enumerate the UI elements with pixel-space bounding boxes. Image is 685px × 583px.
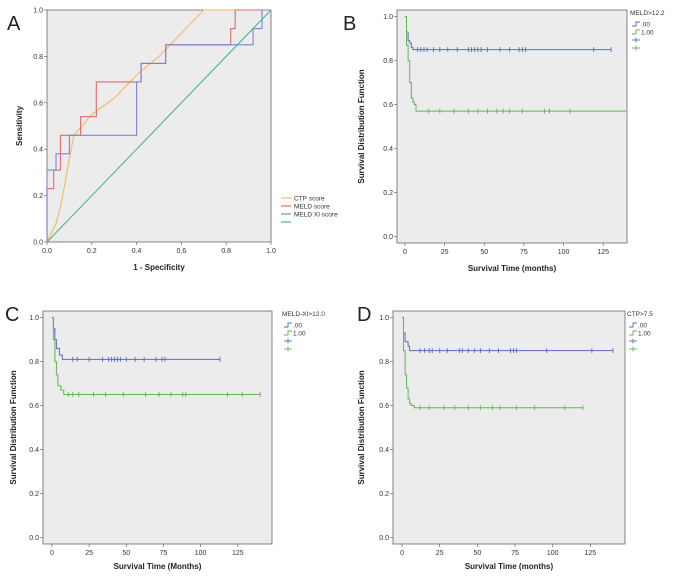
- panel-letter: A: [7, 13, 21, 35]
- x-tick-label: 75: [511, 550, 519, 557]
- legend-label: .00: [641, 21, 650, 28]
- y-tick-label: 0.4: [29, 447, 39, 454]
- y-tick-label: 1.0: [383, 14, 393, 21]
- y-tick-label: 0.4: [383, 146, 393, 153]
- x-tick-label: 100: [547, 550, 559, 557]
- y-tick-label: 0.2: [33, 193, 43, 200]
- x-tick-label: 25: [85, 550, 93, 557]
- y-tick-label: 1.0: [379, 315, 389, 322]
- y-tick-label: 0.2: [379, 491, 389, 498]
- plot-area: [396, 9, 628, 244]
- series-line-reference: [46, 9, 272, 243]
- legend-title: MELD>12.2: [630, 10, 665, 17]
- legend-label: 1.00: [638, 330, 651, 337]
- panel-a: A 0.0 0.2 0.4 0.6 0.8 1.0 0.0 0.2 0.4 0.6 0.8 1.0 1 -…: [7, 8, 338, 273]
- y-axis-label: Survival Distribution Function: [357, 370, 366, 484]
- panel-d: D 0 25 50 75 100 125 0.0 0.2 0.4 0.6 0.8 1.0 Survival…: [357, 304, 653, 571]
- legend-title: CTP>7.5: [627, 311, 653, 318]
- y-tick-label: 0.4: [33, 147, 43, 154]
- y-tick-label: 1.0: [33, 8, 43, 15]
- legend-label: MELD score: [294, 203, 330, 210]
- x-tick-label: 125: [585, 550, 597, 557]
- legend-title: MELD-XI>12.0: [282, 311, 325, 318]
- y-tick-label: 0.0: [29, 535, 39, 542]
- y-tick-label: 0.6: [33, 100, 43, 107]
- legend-label: MELD XI score: [294, 211, 338, 218]
- x-axis-label: Survival Time (months): [465, 562, 554, 571]
- survival-curve-group1: [404, 16, 627, 112]
- panel-c: C 0 25 50 75 100 125 0.0 0.2 0.4 0.6 0.8 1.0 Survival…: [5, 304, 325, 571]
- x-tick-label: 50: [122, 550, 130, 557]
- y-tick-label: 0.2: [383, 190, 393, 197]
- y-tick-label: 0.8: [383, 58, 393, 65]
- legend-swatch-group0: [632, 21, 640, 27]
- legend-swatch-group1: [284, 330, 292, 336]
- x-tick-label: 25: [441, 249, 449, 256]
- x-tick-label: 125: [232, 550, 244, 557]
- x-tick-label: 1.0: [266, 248, 276, 255]
- x-tick-label: 100: [195, 550, 207, 557]
- legend-label: 1.00: [293, 330, 306, 337]
- y-tick-label: 0.8: [379, 359, 389, 366]
- y-axis-label: Sensitivity: [15, 105, 24, 146]
- panel-letter: C: [5, 304, 19, 326]
- y-tick-label: 0.6: [379, 403, 389, 410]
- survival-curve-group1: [402, 317, 583, 409]
- legend: .001.00: [629, 322, 651, 352]
- y-tick-label: 0.6: [383, 102, 393, 109]
- legend: .001.00: [632, 21, 654, 51]
- x-tick-label: 50: [473, 550, 481, 557]
- y-tick-label: 0.0: [383, 234, 393, 241]
- x-tick-label: 75: [520, 249, 528, 256]
- legend-label: 1.00: [641, 29, 654, 36]
- x-axis-label: 1 - Specificity: [133, 263, 185, 272]
- series-line-ctp: [46, 9, 271, 243]
- y-tick-label: 0.0: [33, 240, 43, 247]
- panel-letter: D: [357, 304, 371, 326]
- x-tick-label: 0.0: [42, 248, 52, 255]
- y-axis-label: Survival Distribution Function: [357, 69, 366, 183]
- x-tick-label: 25: [436, 550, 444, 557]
- x-axis-label: Survival Time (Months): [114, 562, 202, 571]
- x-tick-label: 0: [400, 550, 404, 557]
- y-tick-label: 0.2: [29, 491, 39, 498]
- series-line-meld: [46, 9, 271, 242]
- legend-label: .00: [293, 322, 302, 329]
- survival-curve-group1: [51, 317, 261, 395]
- legend-swatch-group1: [629, 330, 637, 336]
- y-tick-label: 0.8: [29, 359, 39, 366]
- x-tick-label: 0: [50, 550, 54, 557]
- legend-swatch-group1: [632, 29, 640, 35]
- legend-swatch-group0: [284, 322, 292, 328]
- y-tick-label: 0.4: [379, 447, 389, 454]
- x-tick-label: 0: [403, 249, 407, 256]
- x-tick-label: 0.2: [87, 248, 97, 255]
- x-tick-label: 50: [480, 249, 488, 256]
- panel-letter: B: [343, 13, 356, 35]
- legend: .001.00: [284, 322, 306, 352]
- x-tick-label: 0.4: [132, 248, 142, 255]
- legend-label: .00: [638, 322, 647, 329]
- x-tick-label: 75: [160, 550, 168, 557]
- legend-swatch-group0: [629, 322, 637, 328]
- y-tick-label: 0.0: [379, 535, 389, 542]
- x-tick-label: 125: [597, 249, 609, 256]
- plot-area: [392, 310, 626, 545]
- x-tick-label: 0.6: [177, 248, 187, 255]
- y-tick-label: 0.6: [29, 403, 39, 410]
- x-tick-label: 0.8: [221, 248, 231, 255]
- y-axis-label: Survival Distribution Function: [9, 370, 18, 484]
- plot-area: [42, 310, 273, 545]
- y-tick-label: 0.8: [33, 54, 43, 61]
- y-tick-label: 1.0: [29, 315, 39, 322]
- x-tick-label: 100: [558, 249, 570, 256]
- legend-label: CTP score: [294, 195, 325, 202]
- series-line-meldxi: [46, 9, 271, 242]
- panel-b: B 0 25 50 75 100 125 0.0 0.2 0.4 0.6 0.8 1.0 Survival…: [343, 9, 665, 273]
- x-axis-label: Survival Time (months): [468, 264, 557, 273]
